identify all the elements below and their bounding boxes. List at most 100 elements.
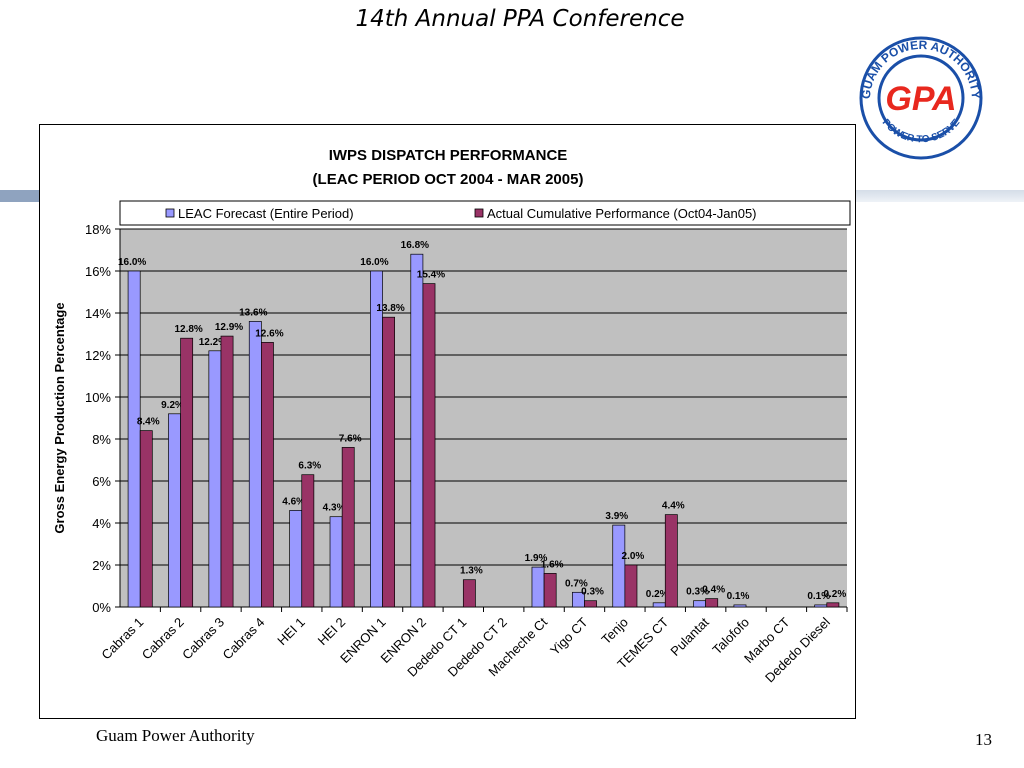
plot-background <box>120 229 847 607</box>
chart-legend: LEAC Forecast (Entire Period) Actual Cum… <box>119 200 851 226</box>
logo-center-text: GPA <box>885 80 956 118</box>
bar-chart: IWPS DISPATCH PERFORMANCE (LEAC PERIOD O… <box>52 147 851 685</box>
data-label: 12.6% <box>255 328 283 339</box>
y-tick-label: 10% <box>85 390 111 405</box>
data-label: 16.8% <box>401 240 429 251</box>
bar <box>127 270 141 608</box>
bar <box>543 573 557 608</box>
bar <box>329 516 343 608</box>
data-label: 13.8% <box>376 303 404 314</box>
x-tick-label: Tenjo <box>598 615 631 648</box>
bar <box>422 283 436 608</box>
bar <box>693 600 706 608</box>
footer-organization: Guam Power Authority <box>96 726 255 745</box>
bar <box>220 335 234 608</box>
data-label: 1.3% <box>460 566 483 577</box>
data-label: 4.4% <box>662 501 685 512</box>
x-tick-label: Yigo CT <box>547 614 591 658</box>
slide-title: 14th Annual PPA Conference <box>355 6 685 32</box>
data-label: 16.0% <box>360 257 388 268</box>
page-number: 13 <box>975 730 992 749</box>
x-tick-label: Cabras 3 <box>179 615 227 663</box>
y-tick-label: 8% <box>92 432 111 447</box>
y-tick-label: 6% <box>92 474 111 489</box>
bar <box>139 430 153 608</box>
bar <box>584 600 597 608</box>
x-tick-label: Pulantat <box>667 614 712 659</box>
y-tick-label: 18% <box>85 222 111 237</box>
bar <box>652 602 666 608</box>
data-label: 16.0% <box>118 257 146 268</box>
data-label: 8.4% <box>137 417 160 428</box>
data-label: 0.3% <box>686 587 709 598</box>
legend-swatch-actual <box>474 208 484 218</box>
data-label: 7.6% <box>339 433 362 444</box>
data-label: 4.3% <box>323 503 346 514</box>
data-label: 0.1% <box>807 591 830 602</box>
data-label: 9.2% <box>161 400 184 411</box>
y-tick-label: 4% <box>92 516 111 531</box>
legend-box <box>119 200 851 226</box>
data-label: 1.9% <box>525 553 548 564</box>
bar <box>168 413 181 608</box>
y-tick-label: 0% <box>92 600 111 615</box>
legend-label-actual: Actual Cumulative Performance (Oct04-Jan… <box>487 206 757 221</box>
bar <box>624 564 638 608</box>
data-label: 13.6% <box>239 307 267 318</box>
data-label: 0.2% <box>646 589 669 600</box>
data-label: 1.6% <box>541 559 564 570</box>
chart-container: IWPS DISPATCH PERFORMANCE (LEAC PERIOD O… <box>39 124 856 719</box>
x-tick-label: Cabras 4 <box>220 615 268 663</box>
bar <box>733 604 747 608</box>
bar <box>208 350 222 608</box>
data-label: 0.2% <box>823 589 846 600</box>
data-label: 15.4% <box>417 270 445 281</box>
y-tick-label: 2% <box>92 558 111 573</box>
bar <box>289 510 303 608</box>
data-label: 12.9% <box>215 322 243 333</box>
legend-label-leac: LEAC Forecast (Entire Period) <box>178 206 354 221</box>
logo-inner-ring <box>877 54 965 142</box>
bar <box>370 270 383 608</box>
x-tick-label: HEI 1 <box>274 615 308 649</box>
y-axis-label: Gross Energy Production Percentage <box>52 302 67 533</box>
gpa-logo: GUAM POWER AUTHORITY POWER TO SERVE GPA <box>852 34 990 160</box>
x-tick-label: Cabras 1 <box>98 615 146 663</box>
bar <box>705 598 719 608</box>
x-tick-label: HEI 2 <box>315 615 349 649</box>
data-label: 4.6% <box>282 496 305 507</box>
data-label: 0.1% <box>727 591 750 602</box>
bar <box>248 321 262 608</box>
bar <box>612 524 626 608</box>
bar <box>462 579 476 608</box>
data-label: 0.7% <box>565 578 588 589</box>
data-label: 6.3% <box>298 461 321 472</box>
bar <box>341 447 355 608</box>
bar <box>261 342 274 608</box>
chart-title: IWPS DISPATCH PERFORMANCE <box>329 147 568 164</box>
data-label: 0.4% <box>702 585 725 596</box>
data-label: 2.0% <box>622 551 645 562</box>
data-label: 12.8% <box>174 324 202 335</box>
bar <box>301 474 315 608</box>
y-tick-label: 12% <box>85 348 111 363</box>
bar <box>180 337 194 608</box>
plot-area: 0% 2% 4% 6% 8% 10% 12% 14% 16% 18% Cabras 1 16.0% 8.… <box>85 222 848 685</box>
bar <box>826 602 840 608</box>
legend-swatch-leac <box>165 208 175 218</box>
decorative-band-accent <box>0 190 40 202</box>
data-label: 3.9% <box>605 511 628 522</box>
bar <box>531 566 545 608</box>
data-label: 0.3% <box>581 587 604 598</box>
y-tick-label: 14% <box>85 306 111 321</box>
bar <box>664 514 678 608</box>
logo-outer-ring <box>859 36 983 160</box>
bar <box>572 591 585 608</box>
bar <box>814 604 828 608</box>
data-label: 12.2% <box>199 337 227 348</box>
chart-subtitle: (LEAC PERIOD OCT 2004 - MAR 2005) <box>313 171 584 188</box>
bar <box>410 253 424 608</box>
bar <box>382 316 395 608</box>
x-tick-label: Cabras 2 <box>139 615 187 663</box>
y-tick-label: 16% <box>85 264 111 279</box>
